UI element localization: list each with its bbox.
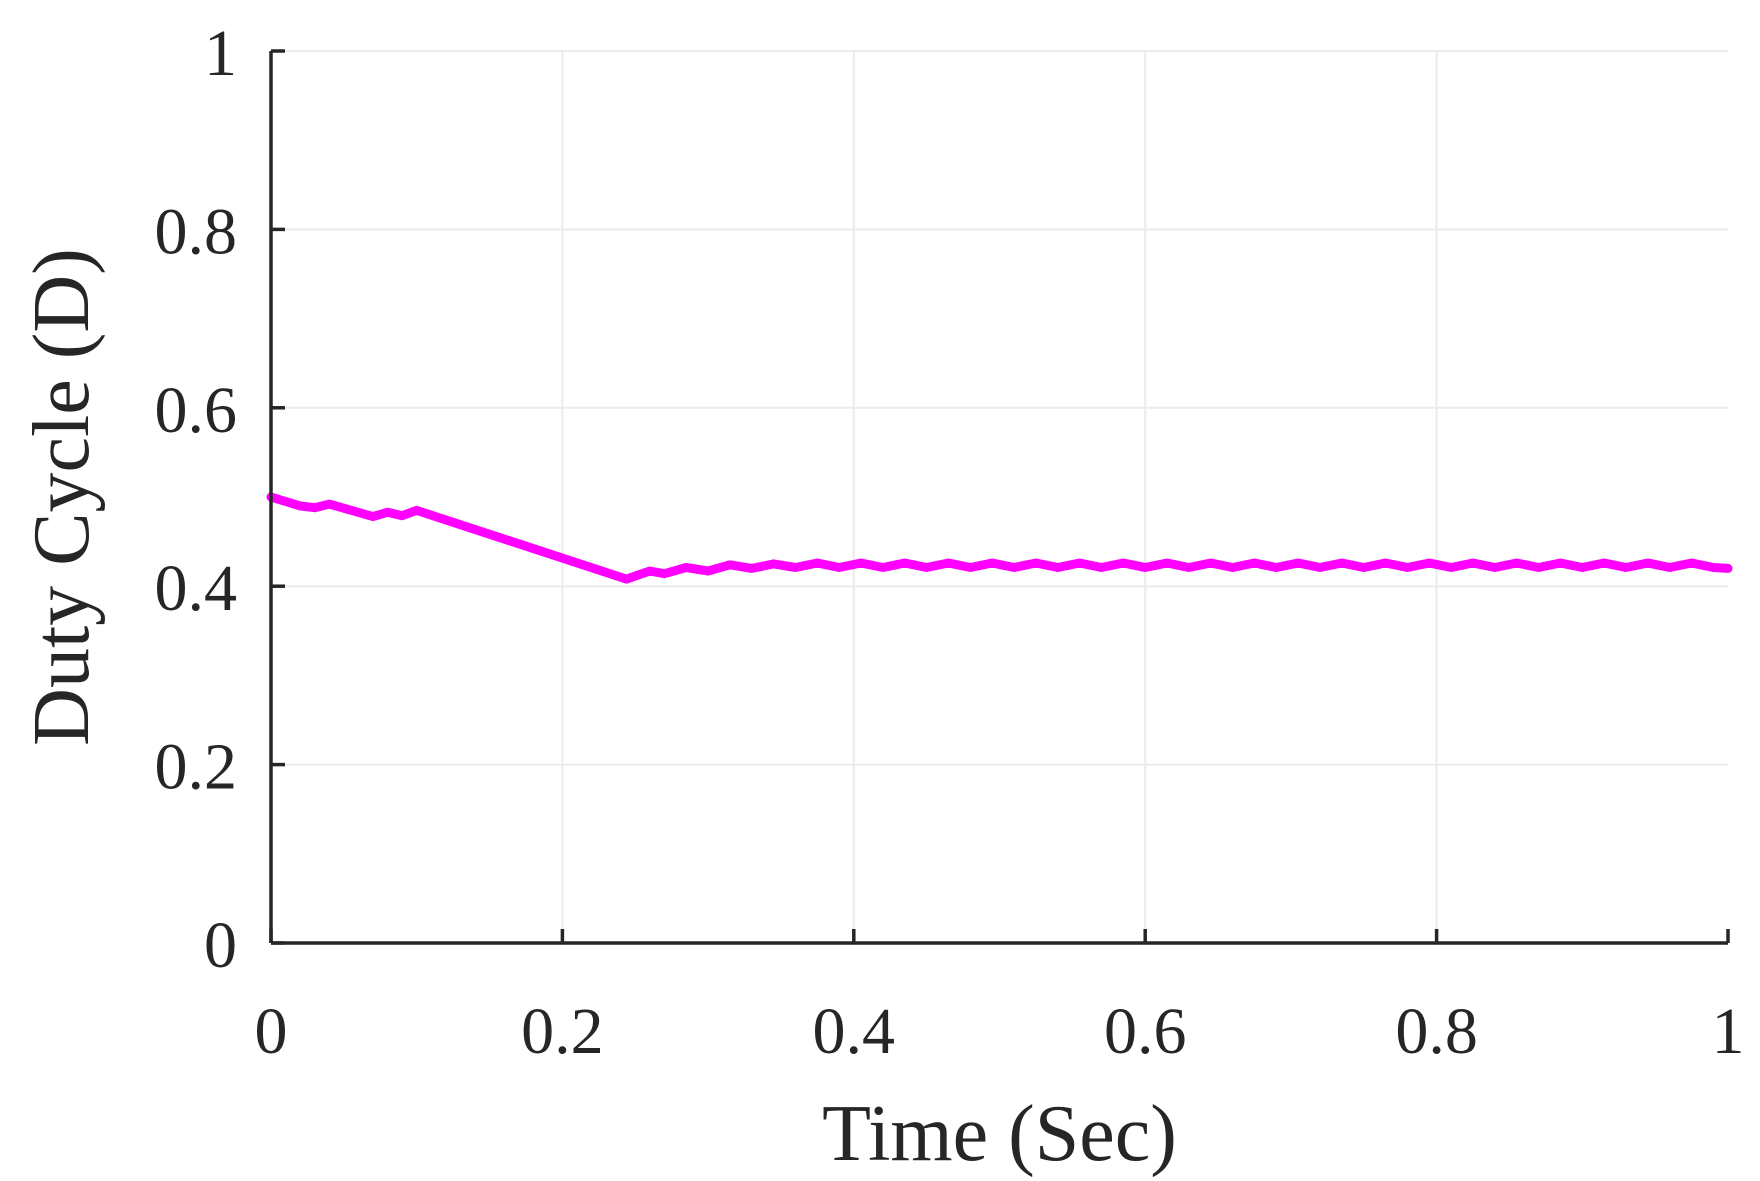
- series-line-duty-cycle: [266, 492, 1733, 584]
- x-tick-label: 0.8: [1395, 995, 1478, 1068]
- x-tick-label: 0.2: [521, 995, 604, 1068]
- x-tick-label: 0: [255, 995, 288, 1068]
- series-layer: [266, 492, 1733, 584]
- x-axis-label: Time (Sec): [822, 1090, 1177, 1178]
- y-tick-label: 0.8: [155, 195, 238, 268]
- y-tick-label: 1: [204, 17, 237, 90]
- x-tick-label: 1: [1712, 995, 1745, 1068]
- y-tick-label: 0: [204, 909, 237, 982]
- y-axis-label: Duty Cycle (D): [18, 248, 106, 746]
- y-tick-label: 0.4: [155, 552, 238, 625]
- axes: [269, 49, 1730, 945]
- x-tick-label: 0.6: [1104, 995, 1187, 1068]
- y-tick-label: 0.2: [155, 731, 238, 804]
- x-tick-label: 0.4: [813, 995, 896, 1068]
- y-tick-label: 0.6: [155, 374, 238, 447]
- tick-labels: 0 0.2 0.4 0.6 0.8 1 0 0.2 0.4 0.6 0.8 1: [155, 17, 1745, 1068]
- grid: [271, 50, 1728, 943]
